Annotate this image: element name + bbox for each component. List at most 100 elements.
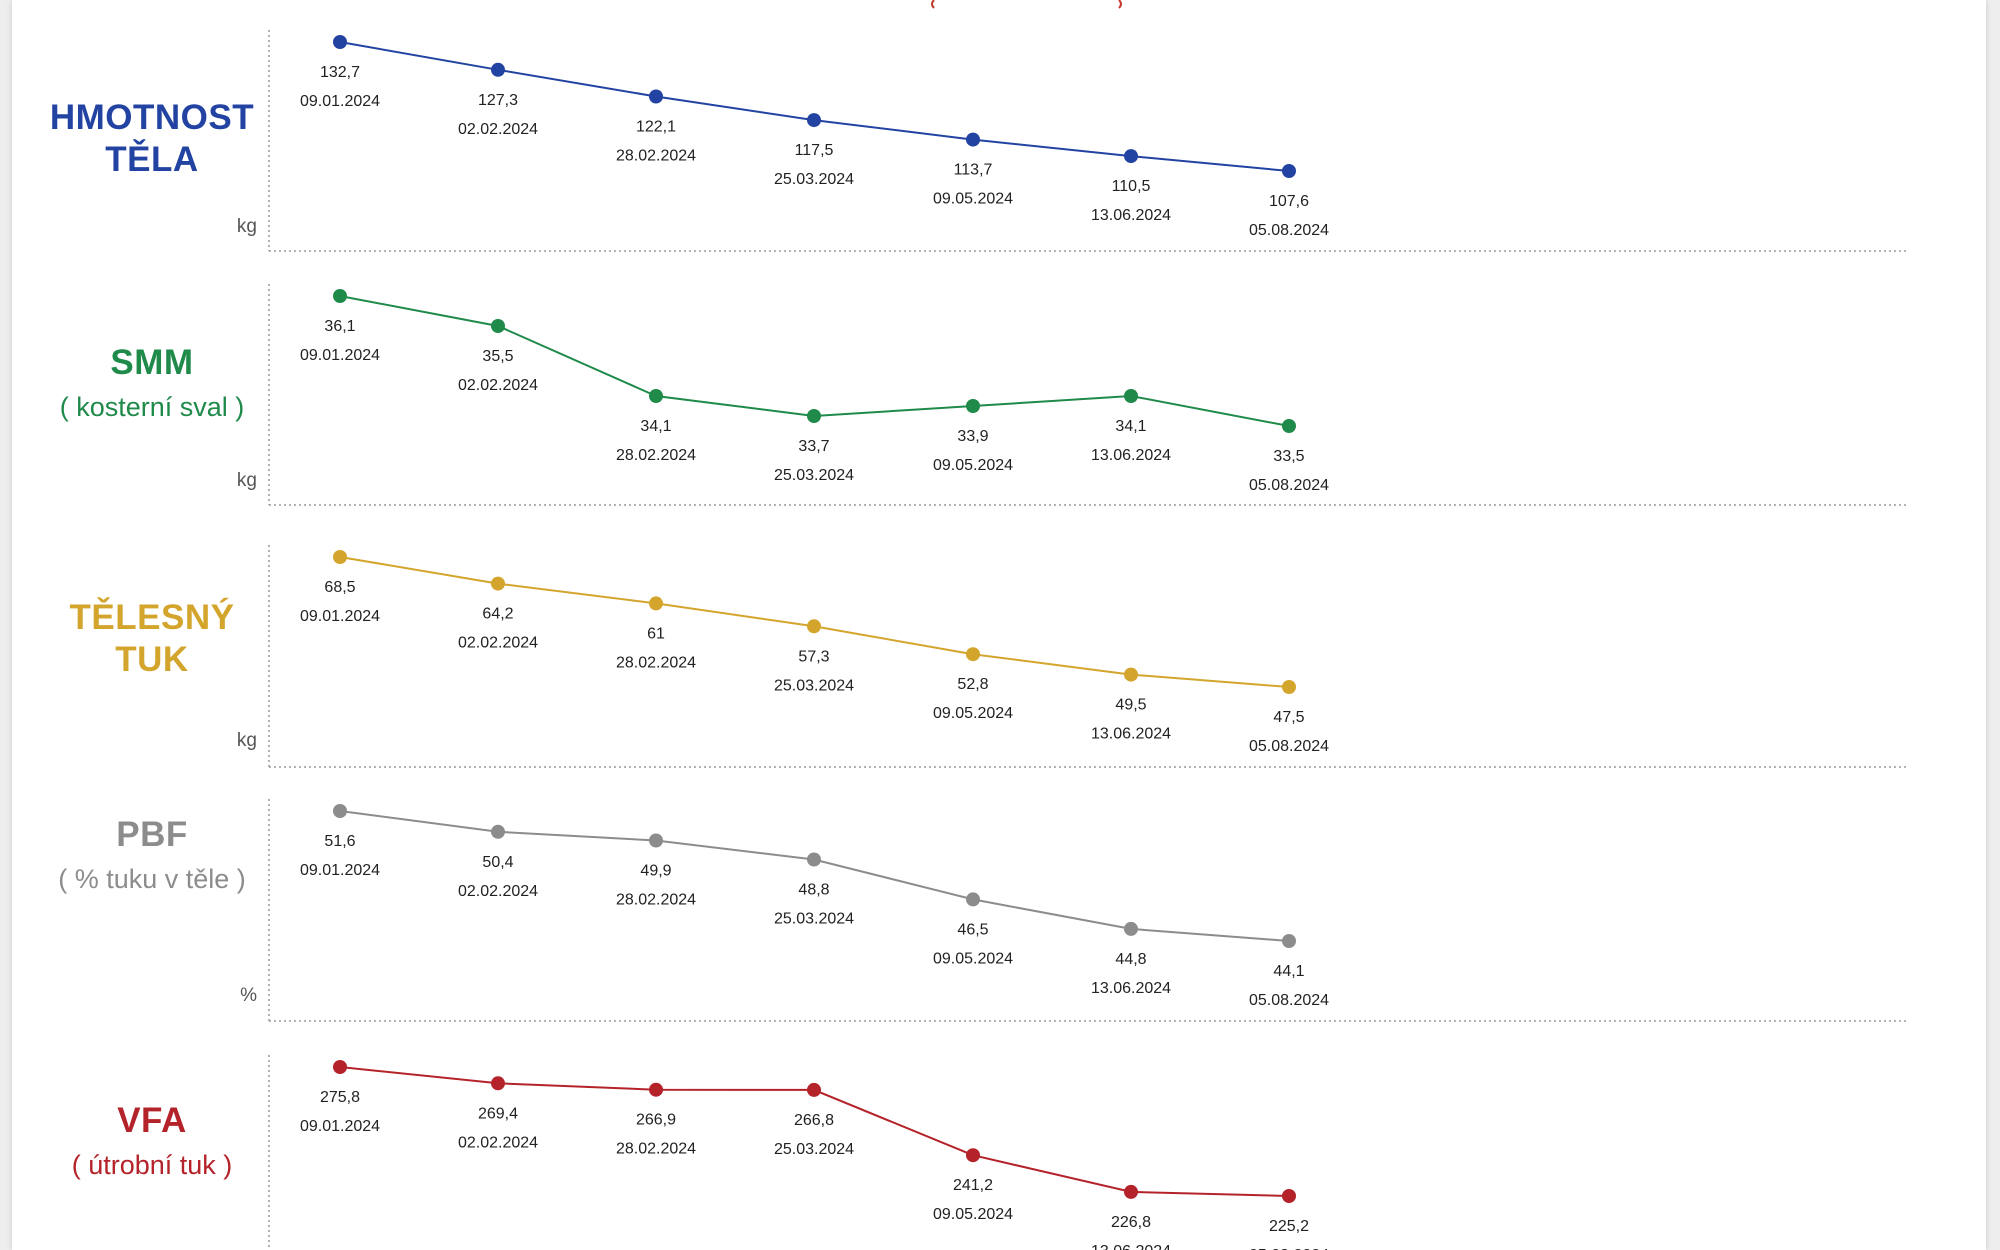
value-label: 48,8 (798, 882, 829, 899)
date-label: 13.06.2024 (1091, 207, 1171, 224)
data-point (1124, 389, 1138, 403)
panel-label-hmotnost-tela: HMOTNOST TĚLA (32, 97, 272, 181)
top-fragment (931, 0, 1122, 9)
date-label: 05.08.2024 (1249, 477, 1329, 494)
value-label: 33,9 (957, 428, 988, 445)
date-label: 02.02.2024 (458, 121, 538, 138)
date-label: 28.02.2024 (616, 892, 696, 909)
value-label: 266,8 (794, 1112, 834, 1129)
data-point (1282, 1189, 1296, 1203)
value-label: 36,1 (324, 318, 355, 335)
axis-unit: kg (236, 216, 257, 237)
date-label: 25.03.2024 (774, 677, 854, 694)
date-label: 05.08.2024 (1249, 222, 1329, 239)
date-label: 28.02.2024 (616, 1141, 696, 1158)
panel-label-telesny-tuk: TĚLESNÝ TUK (32, 597, 272, 681)
panel-title: SMM (110, 343, 194, 382)
value-label: 50,4 (482, 854, 513, 871)
data-point (807, 113, 821, 128)
value-label: 127,3 (478, 92, 518, 109)
data-point (649, 389, 663, 403)
top-fragment-right-paren (1118, 0, 1122, 9)
value-label: 34,1 (1115, 418, 1146, 435)
date-label: 25.03.2024 (774, 911, 854, 928)
value-label: 226,8 (1111, 1214, 1151, 1231)
date-label: 09.01.2024 (300, 1118, 380, 1135)
panel-label-pbf: PBF ( % tuku v těle ) (32, 814, 272, 896)
date-label: 25.03.2024 (774, 1141, 854, 1158)
data-point (1282, 934, 1296, 948)
data-point (333, 550, 347, 564)
data-point (1124, 149, 1138, 164)
value-label: 46,5 (957, 921, 988, 938)
axis-unit: % (240, 985, 257, 1006)
value-label: 225,2 (1269, 1218, 1309, 1235)
date-label: 05.08.2024 (1249, 992, 1329, 1009)
value-label: 110,5 (1112, 178, 1151, 195)
panel-label-vfa: VFA ( útrobní tuk ) (32, 1100, 272, 1182)
panel-title: VFA (117, 1101, 187, 1140)
value-label: 44,8 (1115, 951, 1146, 968)
date-label: 09.05.2024 (933, 1206, 1013, 1223)
value-label: 51,6 (324, 833, 355, 850)
data-point (1282, 680, 1296, 694)
data-point (1282, 164, 1296, 178)
date-label: 09.05.2024 (933, 950, 1013, 967)
date-label: 09.05.2024 (933, 191, 1013, 208)
value-label: 241,2 (953, 1177, 993, 1194)
value-label: 33,5 (1273, 448, 1304, 465)
data-point (333, 289, 347, 303)
data-point (649, 1082, 663, 1097)
panel-subtitle: ( % tuku v těle ) (58, 864, 246, 894)
date-label: 02.02.2024 (458, 635, 538, 652)
data-point (333, 1060, 347, 1074)
date-label: 09.05.2024 (933, 705, 1013, 722)
data-point (807, 619, 821, 634)
value-label: 57,3 (798, 648, 829, 665)
value-label: 49,9 (640, 863, 671, 880)
line-chart-smm: 36,1 09.01.2024 35,5 02.02.2024 34,1 28.02.20… (268, 284, 1907, 506)
data-point (491, 1076, 505, 1091)
data-point (966, 399, 980, 413)
panel-title: HMOTNOST TĚLA (49, 98, 255, 179)
date-label: 02.02.2024 (458, 1134, 538, 1151)
value-label: 35,5 (482, 348, 513, 365)
data-point (966, 132, 980, 147)
date-label: 09.01.2024 (300, 608, 380, 625)
line-chart-pbf: 51,6 09.01.2024 50,4 02.02.2024 49,9 28.02.20… (268, 799, 1907, 1022)
date-label: 13.06.2024 (1091, 726, 1171, 743)
line-chart-vfa: 275,8 09.01.2024 269,4 02.02.2024 266,9 28.02… (268, 1055, 1329, 1250)
data-point (491, 62, 505, 77)
value-label: 275,8 (320, 1089, 360, 1106)
date-label: 28.02.2024 (616, 654, 696, 671)
date-label: 13.06.2024 (1091, 447, 1171, 464)
top-fragment-left-paren (931, 0, 935, 9)
value-label: 266,9 (636, 1112, 676, 1129)
data-point (649, 596, 663, 611)
value-label: 47,5 (1273, 709, 1304, 726)
value-label: 269,4 (478, 1105, 518, 1122)
data-point (1124, 921, 1138, 936)
data-point (966, 647, 980, 662)
date-label: 25.03.2024 (774, 467, 854, 484)
data-point (649, 89, 663, 104)
value-label: 52,8 (957, 676, 988, 693)
value-label: 107,6 (1269, 193, 1309, 210)
value-label: 34,1 (640, 418, 671, 435)
data-point (491, 824, 505, 839)
data-point (491, 319, 505, 333)
report-sheet: HMOTNOST TĚLA kg 132,7 09.01.2024 127,3 02.02… (12, 0, 1986, 1250)
axis-unit: kg (236, 730, 257, 751)
panel-label-smm: SMM ( kosterní sval ) (32, 342, 272, 424)
value-label: 113,7 (954, 162, 993, 179)
value-label: 117,5 (795, 142, 834, 159)
data-point (649, 833, 663, 848)
value-label: 68,5 (324, 579, 355, 596)
data-point (333, 35, 347, 49)
value-label: 64,2 (482, 606, 513, 623)
date-label: 09.01.2024 (300, 93, 380, 110)
date-label: 09.01.2024 (300, 862, 380, 879)
date-label: 25.03.2024 (774, 171, 854, 188)
date-label: 02.02.2024 (458, 883, 538, 900)
line-chart-telesny-tuk: 68,5 09.01.2024 64,2 02.02.2024 61 28.02.2024… (268, 545, 1907, 768)
